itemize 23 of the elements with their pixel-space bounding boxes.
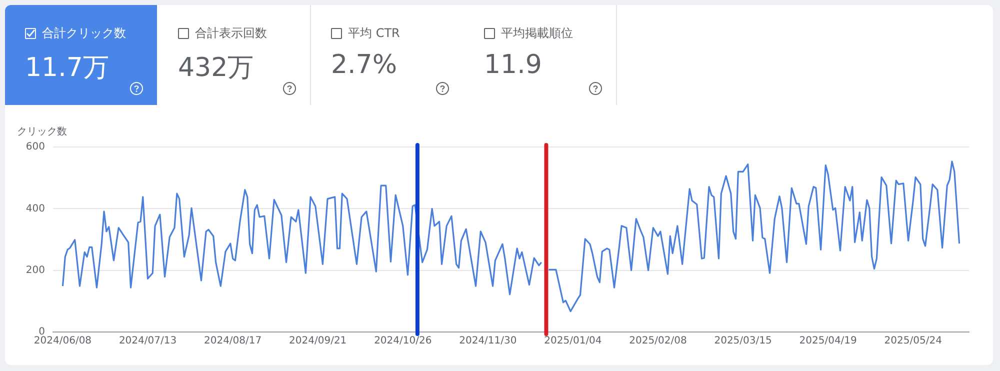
x-tick-label: 2024/11/30 bbox=[459, 336, 517, 347]
x-tick-label: 2024/06/08 bbox=[34, 336, 92, 347]
y-tick-label: 400 bbox=[26, 203, 45, 214]
y-tick-label: 600 bbox=[26, 142, 45, 153]
x-tick-label: 2025/03/15 bbox=[714, 336, 772, 347]
x-tick-label: 2025/02/08 bbox=[629, 336, 687, 347]
x-tick-label: 2025/05/24 bbox=[884, 336, 942, 347]
x-tick-label: 2024/08/17 bbox=[204, 336, 262, 347]
text: 合計表示回数 bbox=[195, 25, 267, 42]
x-tick-label: 2024/09/21 bbox=[289, 336, 347, 347]
text: 11.7万 bbox=[25, 52, 109, 85]
text: 2.7% bbox=[331, 50, 398, 80]
y-axis-title: クリック数 bbox=[17, 126, 67, 138]
y-tick-label: 200 bbox=[26, 264, 45, 276]
text: 11.9 bbox=[484, 50, 542, 80]
x-tick-label: 2025/01/04 bbox=[544, 336, 602, 347]
x-tick-label: 2025/04/19 bbox=[799, 336, 857, 347]
text: 平均掲載順位 bbox=[501, 25, 573, 42]
x-tick-label: 2024/07/13 bbox=[118, 336, 177, 347]
x-tick-label: 2024/10/26 bbox=[374, 336, 432, 347]
text: 合計クリック数 bbox=[42, 25, 126, 42]
text: 平均 CTR bbox=[348, 25, 400, 42]
text: 432万 bbox=[178, 52, 254, 85]
